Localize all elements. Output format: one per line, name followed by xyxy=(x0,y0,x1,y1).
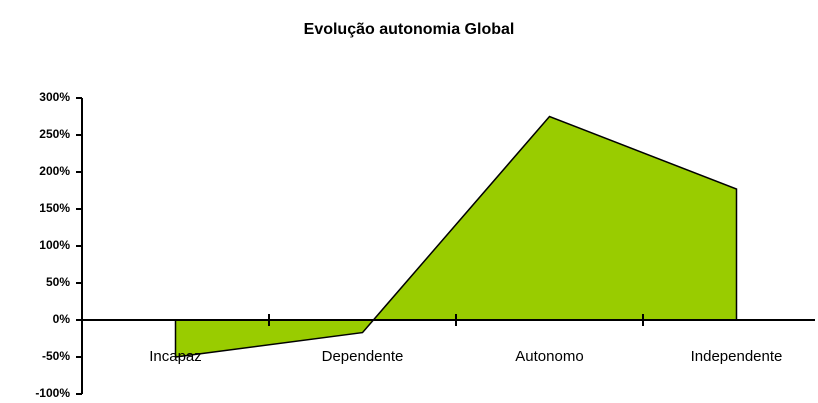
y-tick-label: -100% xyxy=(35,386,70,400)
y-tick-label: -50% xyxy=(42,349,70,363)
y-tick-label: 150% xyxy=(39,201,70,215)
y-tick-label: 250% xyxy=(39,127,70,141)
x-tick-label: Incapaz xyxy=(149,348,202,365)
y-tick-label: 200% xyxy=(39,164,70,178)
y-tick-label: 50% xyxy=(46,275,70,289)
x-tick-label: Independente xyxy=(691,348,783,365)
chart-title: Evolução autonomia Global xyxy=(304,21,515,38)
y-tick-label: 0% xyxy=(53,312,71,326)
y-tick-label: 100% xyxy=(39,238,70,252)
x-tick-label: Autonomo xyxy=(515,348,583,365)
y-tick-label: 300% xyxy=(39,90,70,104)
x-tick-label: Dependente xyxy=(322,348,404,365)
